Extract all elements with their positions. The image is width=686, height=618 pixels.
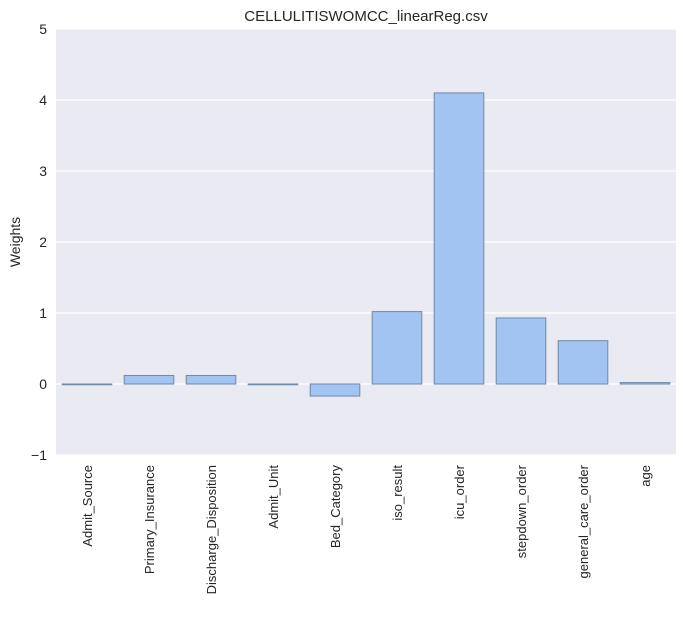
bar-Admit_Unit [247, 383, 299, 386]
y-tick-label: 3 [39, 163, 47, 179]
y-tick-label: 0 [39, 376, 47, 392]
x-tick-label: Discharge_Disposition [204, 465, 219, 594]
x-tick-label: general_care_order [576, 464, 591, 578]
bar-Bed_Category [309, 383, 361, 397]
y-tick-label: 4 [39, 92, 47, 108]
y-tick-labels: −1 0 1 2 3 4 5 [31, 21, 47, 463]
bar-Primary_Insurance [123, 374, 175, 385]
chart-title: CELLULITISWOMCC_linearReg.csv [244, 8, 488, 25]
y-tick-label: 5 [39, 21, 47, 37]
bar-age [619, 382, 671, 385]
bar-iso_result [371, 311, 423, 385]
y-tick-label: 1 [39, 305, 47, 321]
x-tick-label: iso_result [390, 465, 405, 521]
x-tick-label: Bed_Category [328, 465, 343, 549]
x-tick-label: Admit_Source [80, 465, 95, 547]
y-tick-label: −1 [31, 447, 47, 463]
bar-Admit_Source [61, 383, 113, 386]
x-tick-label: Primary_Insurance [142, 465, 157, 574]
bars [61, 92, 671, 397]
x-tick-label: stepdown_order [514, 464, 529, 558]
x-tick-label: Admit_Unit [266, 465, 281, 529]
y-tick-label: 2 [39, 234, 47, 250]
x-tick-label: age [638, 465, 653, 487]
bar-stepdown_order [495, 317, 547, 385]
x-tick-label: icu_order [452, 464, 467, 519]
bar-Discharge_Disposition [185, 374, 237, 385]
bar-general_care_order [557, 340, 609, 385]
x-tick-labels: Admit_Source Primary_Insurance Discharge_D… [80, 464, 653, 594]
y-axis-label: Weights [7, 217, 23, 267]
bar-icu_order [433, 92, 485, 385]
